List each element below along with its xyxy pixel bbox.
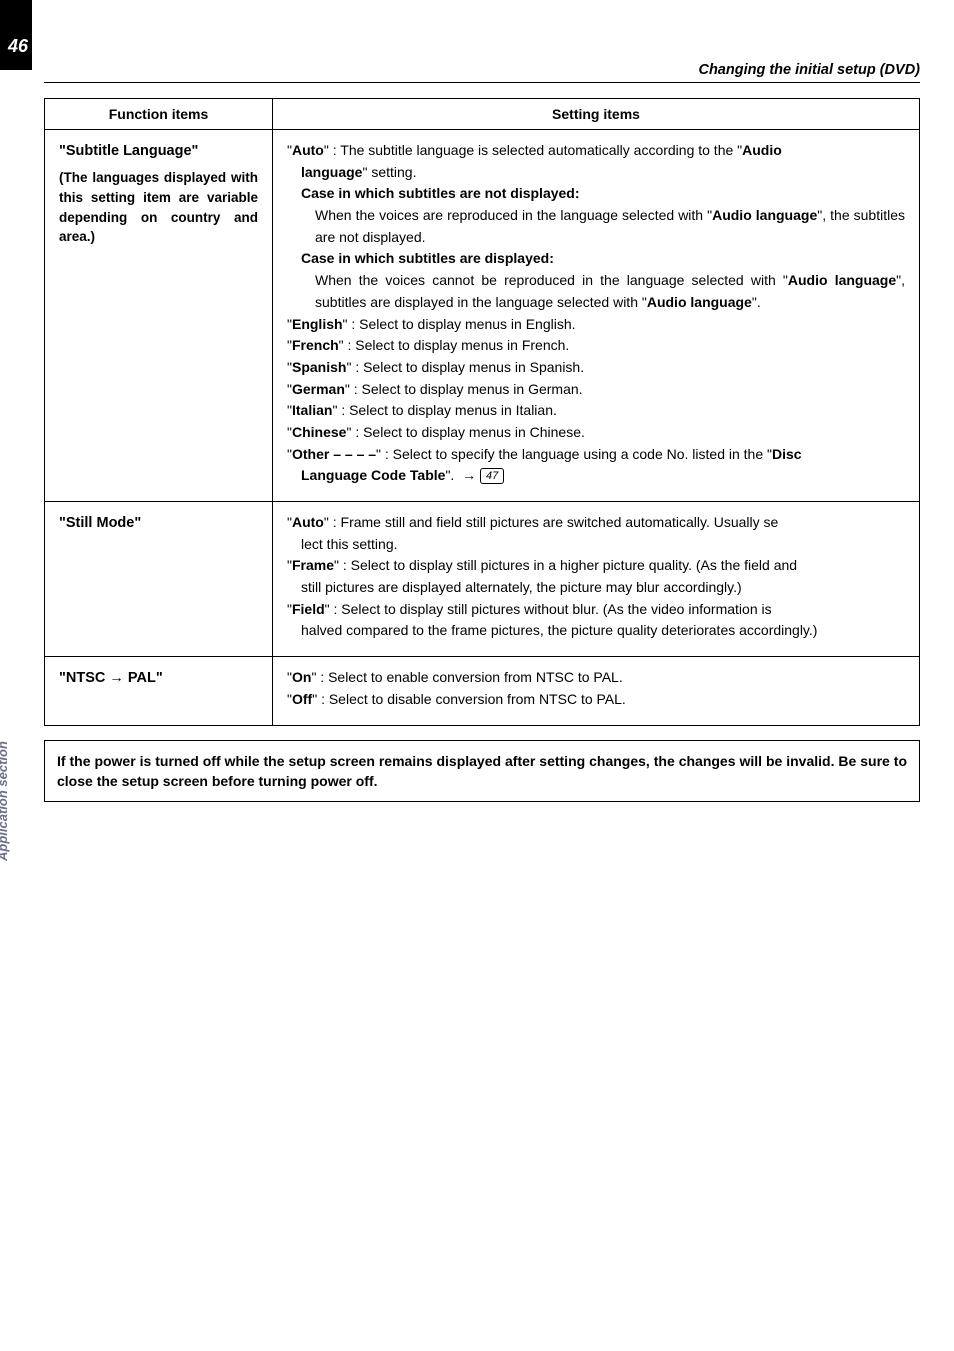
side-bar [0, 0, 32, 1351]
setting-cell: "Auto" : The subtitle language is select… [273, 130, 920, 502]
table-row: "Subtitle Language" (The languages displa… [45, 130, 920, 502]
function-subtitle: (The languages displayed with this setti… [59, 168, 258, 246]
function-cell: "Still Mode" [45, 502, 273, 657]
setting-cell: "On" : Select to enable conversion from … [273, 657, 920, 725]
function-title: "Still Mode" [59, 512, 258, 534]
page-header-title: Changing the initial setup (DVD) [698, 62, 920, 78]
table-body: "Subtitle Language" (The languages displa… [45, 130, 920, 726]
function-cell: "Subtitle Language" (The languages displa… [45, 130, 273, 502]
settings-table: Function items Setting items "Subtitle L… [44, 98, 920, 726]
header-divider [44, 82, 920, 83]
table-row: "NTSC → PAL" "On" : Select to enable conv… [45, 657, 920, 725]
table-header-function: Function items [45, 99, 273, 130]
section-side-label: Application section [0, 741, 10, 861]
side-bar-tab [0, 0, 32, 70]
function-title: "Subtitle Language" [59, 140, 258, 162]
setting-cell: "Auto" : Frame still and field still pic… [273, 502, 920, 657]
table-row: "Still Mode" "Auto" : Frame still and fie… [45, 502, 920, 657]
page-number: 46 [8, 36, 28, 57]
table-header-setting: Setting items [273, 99, 920, 130]
function-cell: "NTSC → PAL" [45, 657, 273, 725]
warning-note: If the power is turned off while the set… [44, 740, 920, 803]
function-title: "NTSC → PAL" [59, 667, 258, 689]
